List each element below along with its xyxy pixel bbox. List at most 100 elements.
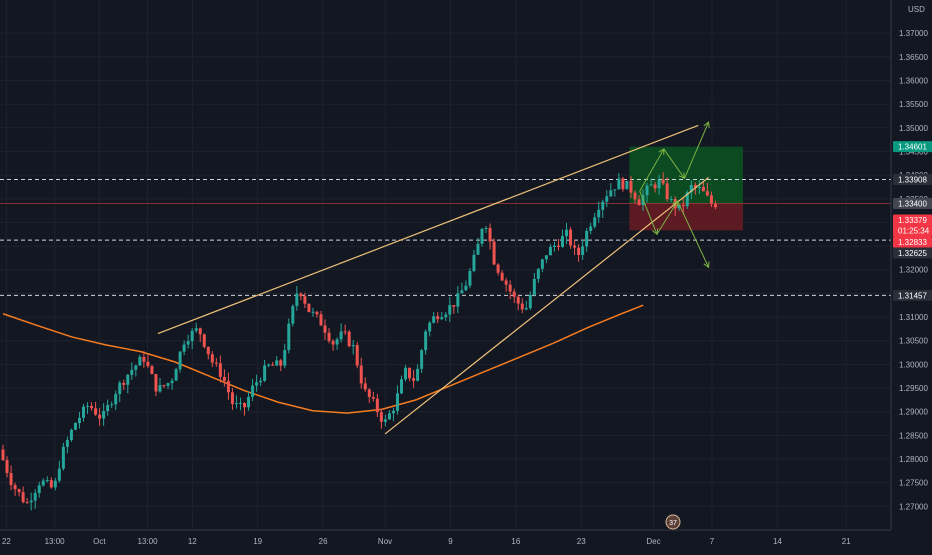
horizontal-levels[interactable] (0, 178, 891, 296)
x-tick-label: Nov (378, 537, 392, 546)
currency-label: USD (908, 5, 925, 14)
candle-body (307, 303, 311, 312)
candle-body (65, 439, 69, 447)
candle-body (106, 405, 110, 412)
candle-body (524, 308, 528, 310)
projection-arrow (684, 121, 710, 179)
candle-body (315, 311, 319, 315)
candle-body (122, 382, 126, 385)
candle-body (428, 322, 432, 332)
candle-body (142, 356, 146, 362)
candle-body (311, 311, 315, 313)
candle-body (194, 328, 198, 331)
candle-body (685, 192, 689, 207)
candle-body (661, 179, 665, 184)
projection-arrows[interactable] (639, 121, 710, 269)
candle-body (492, 241, 496, 265)
projection-arrow (656, 200, 679, 235)
candle-body (681, 204, 685, 207)
y-tick-label: 1.27000 (899, 502, 928, 511)
candle-body (86, 405, 90, 407)
candle-body (130, 369, 134, 375)
candle-body (476, 243, 480, 255)
candle-body (53, 480, 57, 488)
candle-body (114, 393, 118, 405)
candle-body (589, 226, 593, 231)
candle-body (226, 380, 230, 393)
candle-body (259, 380, 263, 383)
candle-body (1, 449, 5, 461)
candle-body (299, 293, 303, 297)
price-label-box (893, 141, 932, 153)
candle-body (323, 325, 327, 333)
candle-body (186, 341, 190, 345)
candle-body (98, 414, 102, 419)
candle-body (585, 230, 589, 247)
time-axis[interactable]: 22 13:00 Oct 13:00 12 19 26 Nov 9 16 23 Dec 7 14 21 (0, 529, 932, 550)
candle-body (371, 397, 375, 399)
candle-body (544, 255, 548, 260)
candle-body (375, 398, 379, 413)
candle-body (275, 360, 279, 366)
price-label-text: 1.33908 (898, 175, 927, 184)
price-label-box (893, 214, 932, 237)
price-axis[interactable]: USD 1.37000 1.36500 1.36000 1.35500 1.35000 1… (890, 0, 932, 550)
x-tick-label: Oct (93, 537, 106, 546)
candle-body (146, 361, 150, 367)
candle-body (556, 245, 560, 247)
projection-arrow (677, 200, 710, 268)
candle-body (456, 293, 460, 307)
candles (1, 172, 717, 511)
candle-body (633, 192, 637, 200)
projection-arrow (639, 190, 658, 235)
candle-body (218, 363, 222, 377)
candle-body (359, 365, 363, 384)
candle-body (404, 367, 408, 380)
candle-body (214, 362, 218, 364)
projection-arrow (639, 148, 665, 192)
events-icon[interactable]: 37 (665, 514, 681, 530)
candle-body (57, 468, 61, 481)
candle-body (347, 331, 351, 347)
y-tick-label: 1.36000 (899, 76, 928, 85)
price-label-text: 1.31457 (898, 291, 927, 300)
candle-body (391, 410, 395, 414)
price-label-text: 1.34601 (898, 143, 927, 152)
candle-body (73, 423, 77, 430)
trendlines[interactable] (157, 124, 709, 435)
candle-body (138, 356, 142, 366)
candle-body (408, 367, 412, 379)
candle-body (597, 209, 601, 218)
candle-body (657, 179, 661, 189)
candle-body (49, 480, 53, 488)
candle-body (464, 285, 468, 291)
candle-body (21, 492, 25, 503)
countdown-label: 01:25:34 (898, 226, 930, 235)
price-label-text: 1.32833 (898, 238, 927, 247)
candle-body (420, 350, 424, 369)
candle-body (13, 485, 17, 490)
y-tick-label: 1.29500 (899, 384, 928, 393)
candle-body (126, 374, 130, 385)
price-label-box (893, 247, 932, 259)
candle-body (508, 284, 512, 292)
x-tick-label: 12 (188, 537, 197, 546)
x-tick-label: 13:00 (138, 537, 159, 546)
y-tick-label: 1.30000 (899, 360, 928, 369)
candle-body (609, 190, 613, 197)
x-tick-label: 14 (773, 537, 782, 546)
candle-body (319, 314, 323, 326)
candle-body (182, 344, 186, 352)
x-tick-label: 13:00 (45, 537, 66, 546)
candle-body (110, 404, 114, 406)
projection-arrow (663, 148, 685, 179)
candle-body (363, 383, 367, 390)
candle-body (134, 365, 138, 370)
candle-body (399, 379, 403, 394)
candle-body (472, 254, 476, 272)
candle-body (37, 485, 41, 493)
y-tick-label: 1.32000 (899, 266, 928, 275)
candle-body (383, 419, 387, 422)
candle-body (77, 417, 81, 424)
